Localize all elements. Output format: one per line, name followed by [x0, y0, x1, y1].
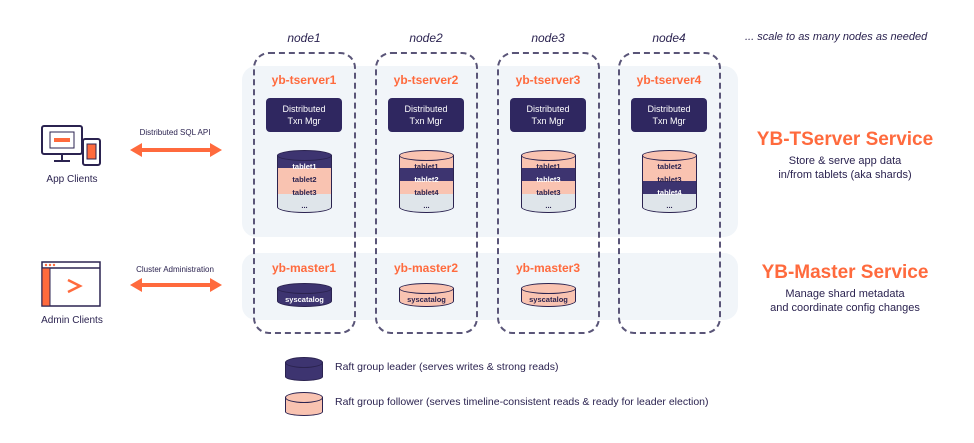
cylinder-top [521, 283, 576, 294]
cylinder-top [399, 283, 454, 294]
txn-manager-box: Distributed Txn Mgr [631, 98, 707, 132]
cylinder-top [285, 392, 323, 403]
txn-manager-box: Distributed Txn Mgr [510, 98, 586, 132]
syscatalog-cylinder: syscatalog [521, 283, 576, 307]
sql-api-arrow-icon [130, 143, 222, 157]
node-label: node3 [531, 31, 565, 45]
tablet-layer: ... [642, 194, 697, 213]
tserver-service-title: YB-TServer Service [756, 129, 934, 150]
node-box [618, 52, 721, 334]
node-box [497, 52, 600, 334]
master-service-desc: Manage shard metadata and coordinate con… [770, 288, 920, 314]
master-label: yb-master2 [393, 261, 459, 275]
tserver-label: yb-tserver1 [271, 73, 337, 87]
node-box [253, 52, 356, 334]
tablet-cylinder: tablet1 tablet2 tablet3... [277, 150, 332, 213]
txn-manager-box: Distributed Txn Mgr [266, 98, 342, 132]
tserver-service-desc: Store & serve app data in/from tablets (… [778, 155, 912, 181]
cylinder-top [277, 283, 332, 294]
sql-api-label: Distributed SQL API [139, 128, 211, 137]
tablet-layer: ... [521, 194, 576, 213]
node-box [375, 52, 478, 334]
admin-clients-label: Admin Clients [41, 315, 103, 326]
legend-leader-text: Raft group leader (serves writes & stron… [335, 361, 559, 373]
node-label: node1 [287, 31, 321, 45]
cylinder-top [642, 150, 697, 161]
app-clients-label: App Clients [46, 174, 98, 185]
tablet-layer: ... [277, 194, 332, 213]
tablet-cylinder: tablet1 tablet2 tablet4... [399, 150, 454, 213]
txn-manager-box: Distributed Txn Mgr [388, 98, 464, 132]
tserver-label: yb-tserver4 [636, 73, 702, 87]
cluster-admin-label: Cluster Administration [136, 265, 214, 274]
master-label: yb-master1 [271, 261, 337, 275]
tablet-layer: ... [399, 194, 454, 213]
legend-leader-icon [285, 357, 323, 381]
tserver-label: yb-tserver3 [515, 73, 581, 87]
legend-follower-text: Raft group follower (serves timeline-con… [335, 396, 709, 408]
tablet-cylinder: tablet2 tablet3 tablet4... [642, 150, 697, 213]
app-clients-icon [41, 125, 101, 166]
cylinder-top [277, 150, 332, 161]
admin-clients-icon [41, 261, 101, 307]
syscatalog-cylinder: syscatalog [399, 283, 454, 307]
cylinder-top [285, 357, 323, 368]
tablet-cylinder: tablet1 tablet3 tablet3... [521, 150, 576, 213]
master-service-title: YB-Master Service [761, 262, 929, 283]
legend-follower-icon [285, 392, 323, 416]
node-label: node2 [409, 31, 443, 45]
cylinder-top [521, 150, 576, 161]
tserver-label: yb-tserver2 [393, 73, 459, 87]
syscatalog-cylinder: syscatalog [277, 283, 332, 307]
node-label: node4 [652, 31, 686, 45]
master-label: yb-master3 [515, 261, 581, 275]
cylinder-top [399, 150, 454, 161]
cluster-admin-arrow-icon [130, 278, 222, 292]
scale-note: ... scale to as many nodes as needed [745, 31, 928, 43]
